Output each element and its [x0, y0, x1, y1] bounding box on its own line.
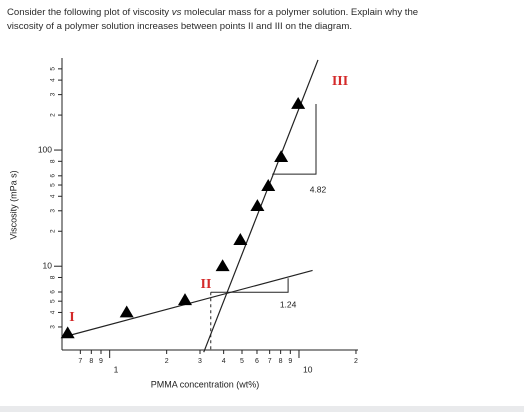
x-tick-label: 2: [354, 358, 358, 365]
text: viscosity of a polymer solution increase…: [7, 21, 353, 32]
slope-label: 1.24: [280, 299, 297, 309]
text: vs: [171, 7, 182, 18]
y-tick-label: 3: [50, 325, 57, 329]
x-tick-label: 8: [89, 358, 93, 365]
y-tick-label: 6: [50, 290, 57, 294]
y-tick-label: 4: [50, 194, 57, 198]
point-label: III: [332, 74, 348, 89]
x-tick-label: 9: [288, 358, 292, 365]
data-point: [178, 293, 193, 306]
footer-strip: [0, 406, 524, 412]
y-tick-label: 10: [43, 260, 53, 270]
slope-triangle: [210, 278, 289, 293]
point-label: I: [69, 310, 74, 325]
y-tick-label: 5: [50, 299, 57, 303]
x-tick-label: 10: [303, 364, 313, 374]
y-axis-label: Viscosity (mPa s): [8, 170, 18, 239]
data-point: [60, 326, 75, 339]
slope-label: 4.82: [310, 184, 327, 194]
x-tick-label: 3: [198, 358, 202, 365]
text: molecular mass for a polymer solution. E…: [181, 7, 419, 18]
x-tick-label: 5: [240, 358, 244, 365]
y-tick-label: 8: [50, 275, 57, 279]
y-tick-label: 3: [50, 209, 57, 213]
y-tick-label: 8: [50, 159, 57, 163]
y-tick-label: 5: [50, 183, 57, 187]
y-tick-label: 6: [50, 174, 57, 178]
y-tick-label: 2: [50, 113, 57, 117]
text: Consider the following plot of viscosity: [7, 7, 172, 18]
x-tick-label: 6: [255, 358, 259, 365]
question-line: viscosity of a polymer solution increase…: [7, 20, 517, 34]
data-point: [250, 199, 265, 212]
data-point: [233, 233, 248, 245]
x-tick-label: 8: [279, 358, 283, 365]
data-point: [119, 305, 134, 318]
x-tick-label: 2: [165, 358, 169, 365]
y-tick-label: 4: [50, 310, 57, 314]
y-tick-label: 3: [50, 92, 57, 96]
y-tick-label: 100: [38, 144, 52, 154]
y-tick-label: 5: [50, 67, 57, 71]
data-point: [274, 150, 289, 162]
x-tick-label: 9: [99, 358, 103, 365]
y-tick-label: 4: [50, 78, 57, 82]
x-tick-label: 1: [114, 364, 119, 374]
data-point: [261, 179, 276, 191]
x-tick-label: 7: [268, 358, 272, 365]
x-tick-label: 7: [78, 358, 82, 365]
question: Consider the following plot of viscosity…: [7, 6, 517, 34]
question-line: Consider the following plot of viscosity…: [7, 6, 517, 20]
y-tick-label: 2: [50, 229, 57, 233]
x-axis-label: PMMA concentration (wt%): [151, 379, 260, 389]
x-tick-label: 4: [222, 358, 226, 365]
point-label: II: [201, 277, 212, 292]
data-point: [215, 259, 230, 272]
data-point: [291, 97, 306, 109]
slope-triangle: [272, 104, 317, 175]
